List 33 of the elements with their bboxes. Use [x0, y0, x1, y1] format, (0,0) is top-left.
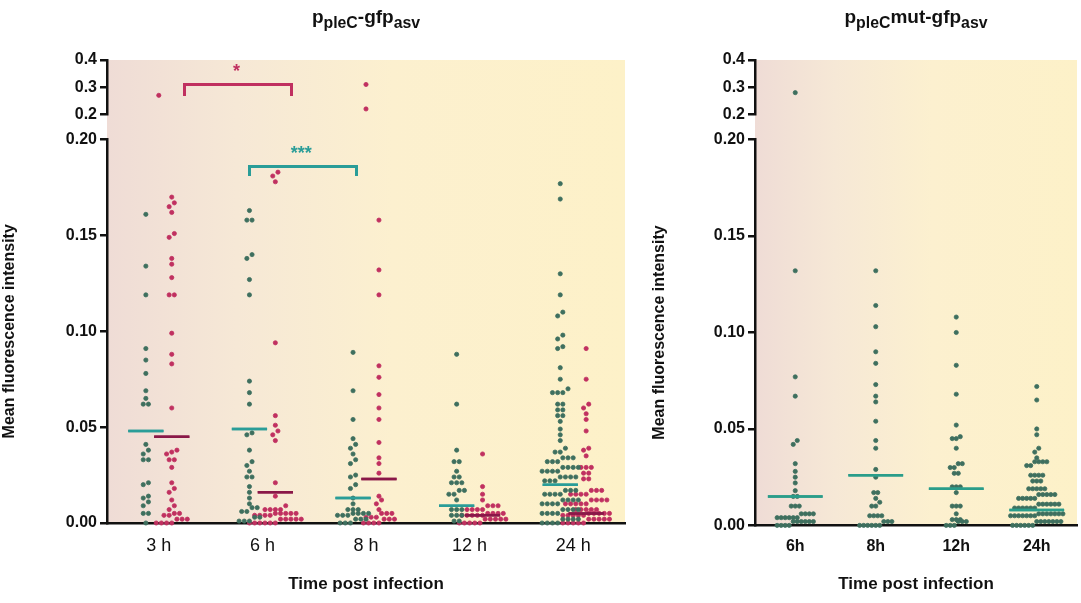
x-tick-label: 3 h	[146, 534, 172, 555]
y-tick-label: 0.10	[713, 322, 746, 340]
y-tick-label: 0.2	[74, 104, 98, 122]
x-tick-label: 12h	[942, 537, 971, 555]
y-tick-label: 0.00	[713, 515, 746, 533]
y-axis-title: Mean fluorescence intensity	[650, 225, 668, 440]
y-tick-label: 0.3	[722, 77, 746, 95]
x-tick-label: 24h	[1022, 537, 1051, 555]
x-axis-title: Time post infection	[288, 574, 444, 594]
y-tick-label: 0.4	[74, 50, 98, 68]
y-tick-label: 0.05	[713, 419, 746, 437]
y-tick-label: 0.2	[722, 104, 746, 122]
x-axis-title: Time post infection	[838, 574, 994, 594]
y-tick-label: 0.20	[65, 130, 98, 148]
x-tick-label: 8h	[866, 537, 886, 555]
y-tick-label: 0.00	[65, 513, 98, 531]
y-tick-label: 0.3	[74, 77, 98, 95]
annotation: *	[231, 61, 241, 81]
chart-title: p$_{pleC}$-gfp$_{asv}$	[310, 6, 422, 32]
x-tick-label: 6h	[785, 537, 805, 555]
y-axis-title: Mean fluorescence intensity	[0, 224, 18, 439]
x-tick-label: 6 h	[249, 534, 275, 555]
annotation: ***	[289, 142, 313, 163]
x-tick-label: 12 h	[452, 534, 488, 555]
y-tick-label: 0.10	[65, 321, 98, 339]
x-tick-label: 8 h	[353, 534, 379, 555]
x-tick-label: 24 h	[555, 534, 591, 555]
y-tick-label: 0.15	[713, 226, 746, 244]
chart-title: p$_{pleC}$mut-gfp$_{asv}$	[843, 6, 989, 32]
y-tick-label: 0.15	[65, 225, 98, 243]
y-tick-label: 0.05	[65, 417, 98, 435]
y-tick-label: 0.4	[722, 50, 746, 68]
y-tick-label: 0.20	[713, 130, 746, 148]
